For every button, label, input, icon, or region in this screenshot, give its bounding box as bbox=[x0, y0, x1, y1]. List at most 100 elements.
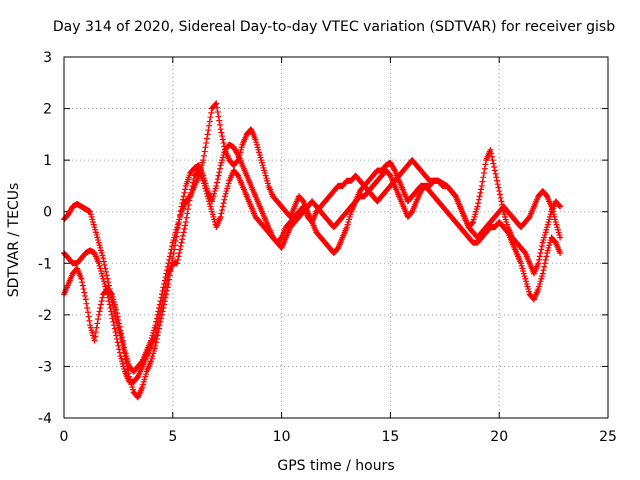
y-tick-label: 1 bbox=[43, 153, 52, 169]
data-point-marker bbox=[216, 169, 223, 176]
chart-title: Day 314 of 2020, Sidereal Day-to-day VTE… bbox=[53, 19, 615, 35]
data-point-marker bbox=[216, 165, 223, 172]
data-point-marker bbox=[496, 188, 503, 195]
data-point-marker bbox=[99, 294, 106, 301]
data-point-marker bbox=[219, 206, 226, 213]
data-point-marker bbox=[183, 214, 190, 221]
data-point-marker bbox=[116, 346, 123, 353]
data-point-marker bbox=[205, 127, 212, 134]
data-point-marker bbox=[174, 260, 181, 267]
data-point-marker bbox=[177, 246, 184, 253]
data-point-marker bbox=[106, 301, 113, 308]
data-point-marker bbox=[179, 236, 186, 243]
data-point-marker bbox=[185, 206, 192, 213]
data-point-marker bbox=[220, 200, 227, 207]
data-point-marker bbox=[161, 280, 168, 287]
data-point-marker bbox=[492, 170, 499, 177]
data-point-marker bbox=[160, 284, 167, 291]
data-point-marker bbox=[204, 131, 211, 138]
data-point-marker bbox=[177, 243, 184, 250]
data-point-marker bbox=[153, 318, 160, 325]
y-tick-label: 3 bbox=[43, 50, 52, 66]
data-point-marker bbox=[182, 186, 189, 193]
data-point-marker bbox=[112, 329, 119, 336]
data-point-marker bbox=[217, 213, 224, 220]
data-point-marker bbox=[213, 100, 220, 107]
data-point-marker bbox=[79, 282, 86, 289]
x-tick-label: 20 bbox=[490, 429, 508, 445]
data-point-marker bbox=[478, 182, 485, 189]
data-point-marker bbox=[212, 101, 219, 108]
data-point-marker bbox=[84, 309, 91, 316]
data-point-marker bbox=[115, 342, 122, 349]
data-point-marker bbox=[234, 158, 241, 165]
y-tick-label: 0 bbox=[43, 205, 52, 221]
data-point-marker bbox=[556, 202, 563, 209]
data-point-marker bbox=[108, 311, 115, 318]
data-point-marker bbox=[214, 179, 221, 186]
y-tick-label: -4 bbox=[38, 411, 52, 427]
data-point-marker bbox=[216, 117, 223, 124]
data-point-marker bbox=[100, 258, 107, 265]
data-point-marker bbox=[152, 322, 159, 329]
data-point-marker bbox=[115, 317, 122, 324]
data-point-marker bbox=[110, 318, 117, 325]
data-point-marker bbox=[176, 249, 183, 256]
y-tick-label: -2 bbox=[38, 308, 52, 324]
data-point-marker bbox=[82, 292, 89, 299]
data-point-marker bbox=[213, 182, 220, 189]
data-point-marker bbox=[174, 256, 181, 263]
data-point-marker bbox=[170, 250, 177, 257]
x-axis-label: GPS time / hours bbox=[277, 458, 394, 474]
data-point-marker bbox=[538, 246, 545, 253]
data-point-marker bbox=[215, 172, 222, 179]
data-point-marker bbox=[118, 330, 125, 337]
data-point-marker bbox=[80, 286, 87, 293]
data-point-marker bbox=[111, 322, 118, 329]
x-tick-label: 15 bbox=[381, 429, 399, 445]
data-point-marker bbox=[200, 157, 207, 164]
data-point-marker bbox=[163, 267, 170, 274]
data-point-marker bbox=[208, 109, 215, 116]
data-point-marker bbox=[557, 234, 564, 241]
data-point-marker bbox=[120, 341, 127, 348]
data-point-marker bbox=[109, 315, 116, 322]
data-point-marker bbox=[207, 114, 214, 121]
data-point-marker bbox=[535, 260, 542, 267]
data-point-marker bbox=[158, 291, 165, 298]
data-point-marker bbox=[113, 332, 120, 339]
data-point-marker bbox=[203, 139, 210, 146]
data-point-marker bbox=[86, 317, 93, 324]
data-point-marker bbox=[159, 287, 166, 294]
data-point-marker bbox=[158, 294, 165, 301]
data-point-marker bbox=[179, 232, 186, 239]
data-point-marker bbox=[155, 308, 162, 315]
data-point-marker bbox=[79, 279, 86, 286]
data-point-marker bbox=[221, 143, 228, 150]
data-point-marker bbox=[92, 333, 99, 340]
data-point-marker bbox=[214, 109, 221, 116]
data-point-marker bbox=[543, 253, 550, 260]
data-point-marker bbox=[490, 160, 497, 167]
data-point-marker bbox=[157, 298, 164, 305]
tick-layer: 0 5 10 15 20 25 -4 -3 -2 -1 0 1 2 3 bbox=[38, 50, 617, 445]
data-point-marker bbox=[493, 174, 500, 181]
x-tick-label: 0 bbox=[60, 429, 69, 445]
data-point-marker bbox=[101, 262, 108, 269]
data-point-marker bbox=[214, 104, 221, 111]
data-point-marker bbox=[97, 304, 104, 311]
data-point-marker bbox=[180, 193, 187, 200]
data-point-marker bbox=[469, 219, 476, 226]
data-point-marker bbox=[498, 198, 505, 205]
data-point-marker bbox=[113, 335, 120, 342]
data-point-marker bbox=[116, 323, 123, 330]
data-point-marker bbox=[113, 306, 120, 313]
data-point-marker bbox=[539, 270, 546, 277]
data-point-marker bbox=[218, 129, 225, 136]
data-point-marker bbox=[166, 253, 173, 260]
data-point-marker bbox=[100, 255, 107, 262]
data-point-marker bbox=[95, 311, 102, 318]
data-point-marker bbox=[220, 139, 227, 146]
data-point-marker bbox=[200, 152, 207, 159]
data-point-marker bbox=[201, 148, 208, 155]
